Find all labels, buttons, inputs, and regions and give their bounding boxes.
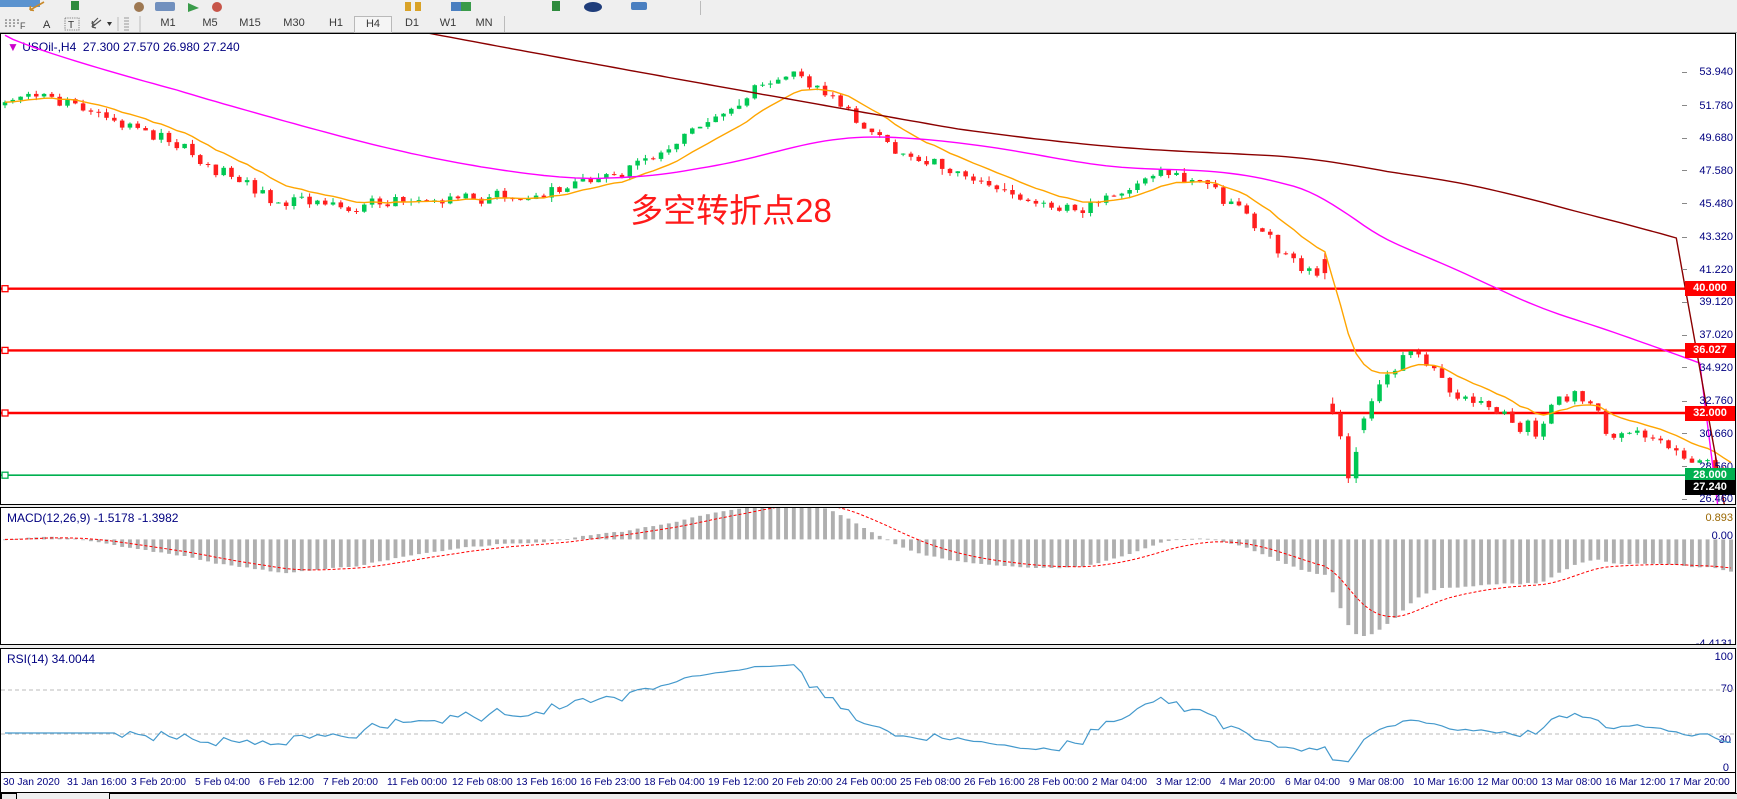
svg-text:A: A (43, 19, 51, 31)
svg-text:T: T (68, 20, 74, 31)
svg-text:F: F (20, 21, 26, 31)
